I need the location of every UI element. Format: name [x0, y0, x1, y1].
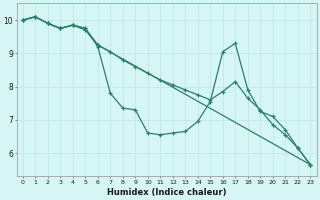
- X-axis label: Humidex (Indice chaleur): Humidex (Indice chaleur): [107, 188, 226, 197]
